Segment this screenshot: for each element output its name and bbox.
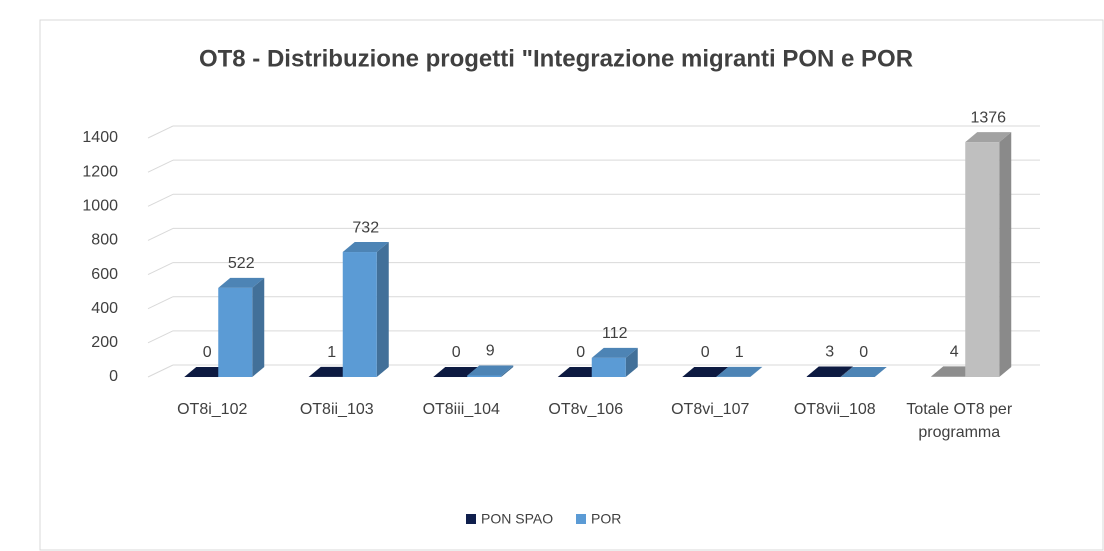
grid-line-side [147,296,174,310]
data-label: 112 [602,325,628,342]
grid-line-side [147,193,174,207]
bar [965,142,1000,377]
data-label: 4 [950,344,959,361]
bar-top [716,366,763,377]
bar-top [840,367,887,377]
data-label: 0 [859,344,868,361]
grid-line-side [147,227,174,241]
grid-line-side [147,330,174,344]
legend-swatch [466,514,476,524]
y-tick-label: 200 [91,334,118,351]
data-label: 0 [452,344,461,361]
data-label: 732 [352,219,379,236]
legend-label: POR [591,511,621,527]
x-tick-label: OT8v_106 [548,401,624,418]
chart-frame [39,19,1104,551]
x-tick-label: Totale OT8 per programma [906,401,1013,441]
data-label: 1376 [970,109,1006,126]
data-label: 1 [735,344,744,361]
x-tick-label: OT8iii_104 [422,401,500,418]
x-tick-label: OT8i_102 [177,401,248,418]
bar-side [999,132,1012,377]
bar [218,287,253,377]
bar-top [965,132,1012,143]
legend-swatch [576,514,586,524]
bar-side [376,242,389,377]
data-label: 1 [327,344,336,361]
bar-side [501,365,514,377]
data-label: 3 [825,344,834,361]
y-tick-label: 400 [91,300,118,317]
chart-title: OT8 - Distribuzione progetti "Integrazio… [199,45,913,72]
data-label: 9 [486,343,495,360]
bar-top [682,367,729,377]
y-tick-label: 0 [109,368,118,385]
bar [467,375,502,377]
data-label: 0 [701,344,710,361]
bar-top [591,347,638,358]
bar-side [840,366,853,377]
data-label: 522 [228,255,255,272]
bar-top [218,277,265,288]
bar-side [625,347,638,377]
bar-top [342,242,389,253]
bar-top [433,367,480,377]
y-tick-label: 1200 [82,163,118,180]
x-tick-label: OT8vi_107 [671,401,750,418]
bar-side [252,277,265,377]
bar [931,376,966,377]
legend-label: PON SPAO [481,511,553,527]
x-tick-label: OT8ii_103 [299,401,374,418]
data-label: 0 [203,344,212,361]
y-tick-label: 600 [91,266,118,283]
grid-line-side [147,364,174,378]
bar [591,357,626,377]
bar [806,376,841,377]
data-label: 0 [576,344,585,361]
grid-line-side [147,159,174,173]
y-tick-label: 1000 [82,198,118,215]
y-tick-label: 800 [91,232,118,249]
grid-line-side [147,125,174,139]
x-tick-label: OT8vii_108 [793,401,876,418]
bar-top [467,365,514,376]
bar [342,252,377,377]
bar-side [750,366,763,377]
grid-line-side [147,262,174,276]
y-tick-label: 1400 [82,129,118,146]
bar-top [806,366,853,377]
